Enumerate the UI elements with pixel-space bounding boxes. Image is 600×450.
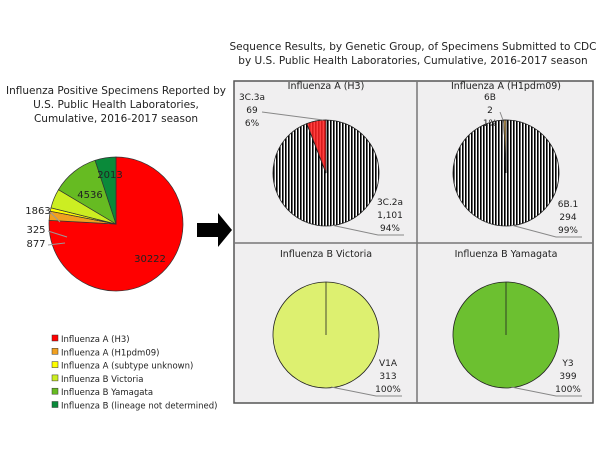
legend-entry: Influenza B Victoria — [61, 375, 143, 385]
legend-entry: Influenza B (lineage not determined) — [61, 402, 217, 412]
left-title-3: Cumulative, 2016-2017 season — [34, 113, 198, 125]
slice-label: 1,101 — [377, 211, 403, 221]
leader-line — [47, 230, 68, 238]
legend-entry: Influenza B Yamagata — [61, 388, 153, 398]
slice-label: 100% — [375, 385, 401, 395]
left-title-2: U.S. Public Health Laboratories, — [33, 99, 199, 111]
legend-swatch — [51, 334, 59, 342]
pie-slice — [94, 156, 117, 225]
slice-label: 294 — [559, 213, 576, 223]
slice-label: 30222 — [134, 254, 166, 265]
leader-line — [510, 386, 582, 397]
legend-swatch — [51, 374, 59, 382]
leader-line — [261, 111, 324, 121]
panel-title: Influenza A (H3) — [288, 81, 365, 92]
slice-label: 2013 — [97, 170, 122, 181]
panel-title: Influenza B Yamagata — [455, 249, 558, 260]
slice-label: 6B.1 — [558, 200, 579, 210]
legend-entry: Influenza A (H3) — [61, 335, 130, 345]
legend-swatch — [51, 387, 59, 395]
panel-title: Influenza B Victoria — [280, 249, 372, 260]
leader-line — [330, 386, 402, 397]
leader-line — [49, 211, 61, 223]
slice-label: 3C.3a — [239, 93, 265, 103]
slice-label: 1863 — [25, 206, 50, 217]
legend-swatch — [51, 361, 59, 368]
slice-label: 6% — [245, 119, 260, 129]
slice-label: 313 — [379, 372, 396, 382]
legend-swatch — [51, 401, 59, 408]
slice-label: 6B — [484, 93, 496, 103]
slice-label: 99% — [558, 226, 578, 236]
right-title-1: Sequence Results, by Genetic Group, of S… — [230, 41, 597, 53]
pie-slice-minor — [306, 119, 327, 174]
slice-label: 2 — [487, 106, 493, 116]
slice-label: Y3 — [561, 359, 573, 369]
slice-label: 877 — [26, 239, 45, 250]
slice-label: 69 — [246, 106, 258, 116]
slice-label: 4536 — [77, 190, 102, 201]
slice-label: 100% — [555, 385, 581, 395]
slice-label: 1% — [483, 119, 498, 129]
slice-label: V1A — [379, 359, 398, 369]
legend-entry: Influenza A (H1pdm09) — [61, 348, 159, 358]
arrow-icon — [197, 213, 232, 247]
slice-label: 3C.2a — [377, 198, 403, 208]
pie-slice-minor — [503, 119, 507, 174]
leader-line — [330, 224, 404, 236]
slice-label: 325 — [26, 225, 45, 236]
slice-label: 399 — [559, 372, 576, 382]
legend-entry: Influenza A (subtype unknown) — [61, 362, 193, 372]
leader-line — [510, 224, 582, 238]
panel-title: Influenza A (H1pdm09) — [451, 81, 561, 92]
legend-swatch — [51, 348, 59, 355]
left-title-1: Influenza Positive Specimens Reported by — [6, 85, 226, 97]
right-title-2: by U.S. Public Health Laboratories, Cumu… — [238, 55, 587, 67]
slice-label: 94% — [380, 224, 400, 234]
leader-line — [47, 242, 66, 246]
leader-line — [499, 111, 504, 121]
